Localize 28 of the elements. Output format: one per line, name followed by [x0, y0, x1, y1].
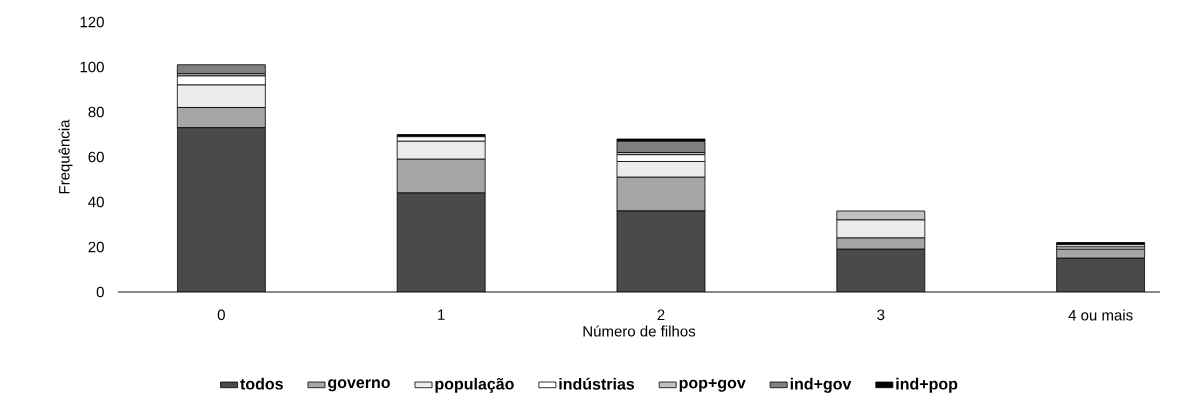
legend-label: pop+gov — [679, 378, 746, 392]
x-tick-label: 2 — [657, 309, 665, 320]
y-tick-label: 100 — [80, 61, 104, 73]
bar — [616, 210, 706, 292]
x-tick-label: 3 — [877, 309, 885, 321]
x-tick-label: 0 — [217, 309, 225, 321]
y-tick-label: 20 — [88, 241, 104, 253]
legend-label: indústrias — [559, 377, 635, 390]
bar — [176, 127, 266, 292]
x-axis-title: Número de filhos — [583, 325, 696, 337]
x-tick-label: 4 ou mais — [1068, 309, 1133, 321]
legend-label: ind+gov — [790, 377, 852, 393]
y-tick-label: 120 — [80, 16, 104, 28]
bar — [396, 192, 486, 292]
y-tick-label: 0 — [96, 286, 104, 298]
bar — [176, 64, 266, 75]
bar — [1056, 257, 1146, 292]
legend-label: todos — [240, 377, 283, 390]
y-tick-label: 80 — [88, 106, 104, 118]
y-tick-label: 60 — [88, 151, 104, 163]
bar — [836, 248, 926, 292]
x-tick-label: 1 — [438, 309, 445, 320]
y-tick-label: 40 — [88, 196, 104, 208]
bar — [616, 140, 706, 153]
y-axis-title: Frequência — [58, 119, 73, 194]
legend-label: população — [435, 377, 514, 393]
legend-label: ind+pop — [896, 377, 958, 393]
legend-label: governo — [328, 379, 390, 392]
